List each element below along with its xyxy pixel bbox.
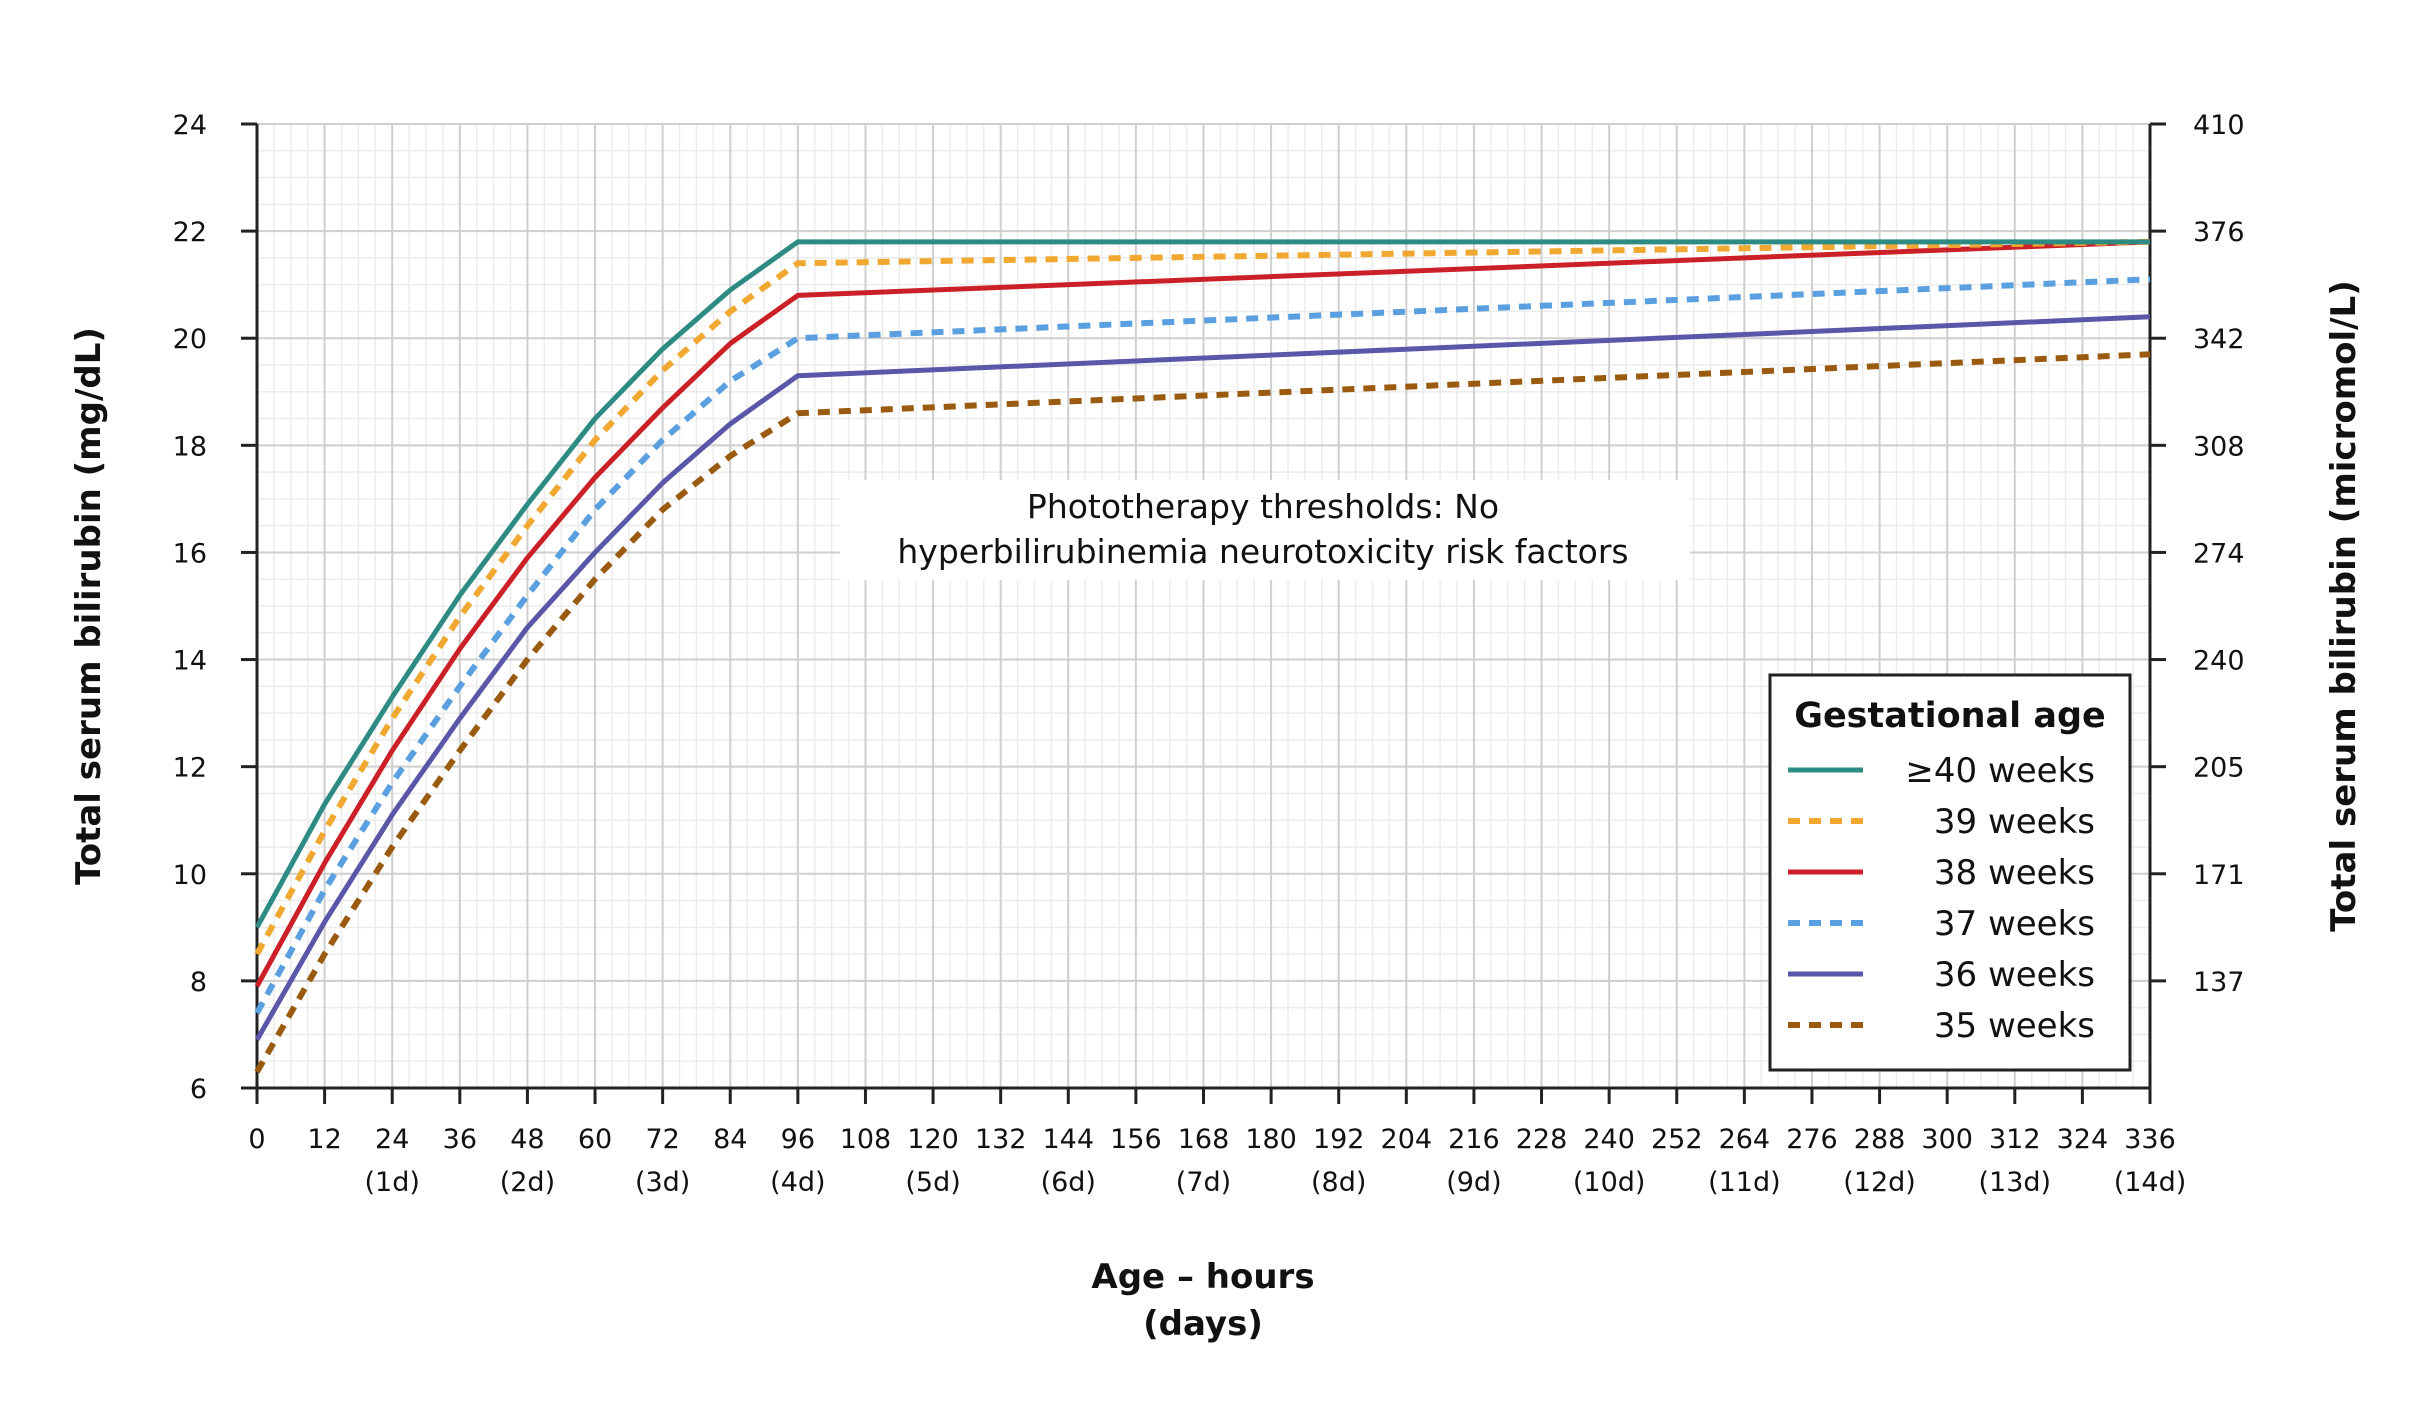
legend-label-2: 39 weeks xyxy=(1934,802,2095,842)
x-tick-label: 180 xyxy=(1245,1124,1297,1155)
y-tick-label: 22 xyxy=(173,217,207,248)
x-axis-title-sub: (days) xyxy=(1143,1304,1263,1344)
y-tick-label: 6 xyxy=(190,1074,207,1105)
x-tick-label: 72 xyxy=(645,1124,679,1155)
x-tick-label: 24 xyxy=(375,1124,409,1155)
x-tick-label: 144 xyxy=(1043,1124,1095,1155)
legend-label-6: 35 weeks xyxy=(1934,1006,2095,1046)
x-tick-label: 156 xyxy=(1110,1124,1162,1155)
x-tick-label: 0 xyxy=(248,1124,265,1155)
y-right-tick-label: 342 xyxy=(2193,324,2245,355)
series-line-1 xyxy=(254,239,2150,929)
x-day-label: (4d) xyxy=(770,1167,825,1198)
x-tick-label: 132 xyxy=(975,1124,1027,1155)
x-day-label: (12d) xyxy=(1843,1167,1916,1198)
x-day-label: (13d) xyxy=(1979,1167,2052,1198)
x-tick-label: 192 xyxy=(1313,1124,1365,1155)
legend-label-5: 36 weeks xyxy=(1934,955,2095,995)
legend-label-4: 37 weeks xyxy=(1934,904,2095,944)
legend-box xyxy=(1768,673,2132,1072)
y-right-tick-label: 171 xyxy=(2193,860,2245,891)
x-tick-label: 216 xyxy=(1448,1124,1500,1155)
y-right-tick-label: 240 xyxy=(2193,646,2245,677)
x-tick-label: 108 xyxy=(840,1124,892,1155)
x-tick-label: 264 xyxy=(1719,1124,1771,1155)
legend-label-1: ≥40 weeks xyxy=(1905,751,2095,791)
x-tick-label: 204 xyxy=(1381,1124,1433,1155)
y-tick-label: 14 xyxy=(173,646,207,677)
y-right-tick-label: 410 xyxy=(2193,110,2245,141)
x-day-label: (6d) xyxy=(1041,1167,1096,1198)
x-day-label: (2d) xyxy=(500,1167,555,1198)
x-tick-label: 48 xyxy=(510,1124,544,1155)
annotation-line-1: Phototherapy thresholds: No xyxy=(1027,487,1499,526)
series-line-3 xyxy=(254,239,2151,988)
x-day-label: (14d) xyxy=(2114,1167,2187,1198)
legend-items: ≥40 weeks 39 weeks 38 weeks 37 weeks 36 week… xyxy=(1788,751,2095,1046)
x-day-label: (1d) xyxy=(365,1167,420,1198)
annotation-line-2: hyperbilirubinemia neurotoxicity risk fa… xyxy=(897,532,1628,571)
x-tick-label: 288 xyxy=(1854,1124,1906,1155)
x-day-label: (7d) xyxy=(1176,1167,1231,1198)
x-tick-label: 168 xyxy=(1178,1124,1230,1155)
y-right-tick-label: 274 xyxy=(2193,538,2245,569)
legend-label-3: 38 weeks xyxy=(1934,853,2095,893)
x-tick-label: 228 xyxy=(1516,1124,1568,1155)
legend-title: Gestational age xyxy=(1794,696,2106,736)
y-tick-label: 10 xyxy=(173,860,207,891)
x-axis-title: Age – hours xyxy=(1091,1257,1314,1297)
x-tick-label: 252 xyxy=(1651,1124,1703,1155)
x-tick-label: 240 xyxy=(1583,1124,1635,1155)
x-tick-label: 336 xyxy=(2124,1124,2176,1155)
x-tick-label: 84 xyxy=(713,1124,747,1155)
legend: Gestational age ≥40 weeks 39 weeks 38 week… xyxy=(1768,673,2132,1072)
y-tick-label: 8 xyxy=(190,967,207,998)
x-day-label: (10d) xyxy=(1573,1167,1646,1198)
y-tick-label: 20 xyxy=(173,324,207,355)
y-right-axis-title: Total serum bilirubin (micromol/L) xyxy=(2324,280,2364,932)
x-day-label: (5d) xyxy=(905,1167,960,1198)
x-axis-ticks: 0 12 24 36 48 60 72 84 96 108 120 132 144 156 168 180 19… xyxy=(248,1088,2186,1198)
y-right-axis-ticks: 137 171 205 240 274 308 342 376 410 xyxy=(2150,110,2245,998)
series-line-6 xyxy=(254,351,2151,1074)
y-right-tick-label: 376 xyxy=(2193,217,2245,248)
x-day-label: (3d) xyxy=(635,1167,690,1198)
x-tick-label: 312 xyxy=(1989,1124,2041,1155)
y-right-tick-label: 137 xyxy=(2193,967,2245,998)
y-tick-label: 18 xyxy=(173,431,207,462)
annotation-background xyxy=(840,480,1690,580)
y-axis-title: Total serum bilirubin (mg/dL) xyxy=(69,327,109,885)
x-tick-label: 12 xyxy=(307,1124,341,1155)
series-line-5 xyxy=(254,314,2151,1042)
x-tick-label: 276 xyxy=(1786,1124,1838,1155)
y-tick-label: 16 xyxy=(173,538,207,569)
x-day-label: (9d) xyxy=(1446,1167,1501,1198)
x-tick-label: 324 xyxy=(2057,1124,2109,1155)
series-line-4 xyxy=(254,276,2151,1015)
x-tick-label: 36 xyxy=(443,1124,477,1155)
x-tick-label: 96 xyxy=(781,1124,815,1155)
y-right-tick-label: 308 xyxy=(2193,431,2245,462)
y-tick-label: 24 xyxy=(173,110,207,141)
y-axis-ticks: 6 8 10 12 14 16 18 20 22 24 xyxy=(173,110,257,1105)
x-tick-label: 300 xyxy=(1921,1124,1973,1155)
y-right-tick-label: 205 xyxy=(2193,753,2245,784)
x-tick-label: 120 xyxy=(907,1124,959,1155)
x-day-label: (8d) xyxy=(1311,1167,1366,1198)
series-lines xyxy=(254,238,2151,1074)
y-tick-label: 12 xyxy=(173,753,207,784)
x-day-label: (11d) xyxy=(1708,1167,1781,1198)
x-tick-label: 60 xyxy=(578,1124,612,1155)
series-line-2 xyxy=(254,238,2151,956)
